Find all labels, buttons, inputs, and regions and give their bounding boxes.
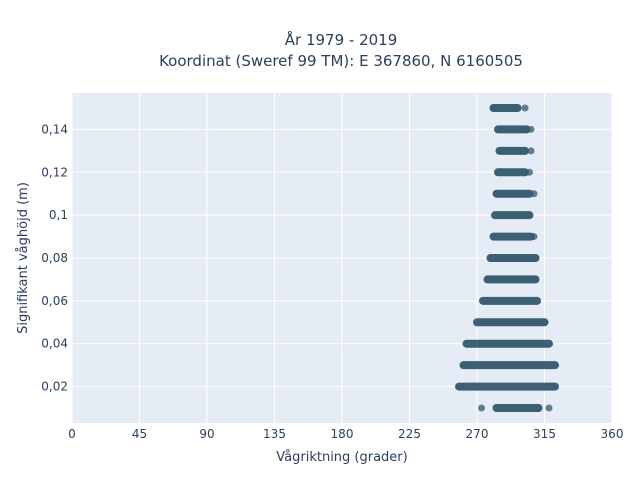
outlier-point-14-0 — [521, 104, 529, 112]
x-tick-label-0: 0 — [68, 427, 76, 441]
x-tick-label-1: 45 — [132, 427, 147, 441]
outlier-point-10-0 — [530, 190, 538, 198]
y-tick-label-4: 0,1 — [49, 208, 68, 222]
x-tick-label-5: 225 — [398, 427, 421, 441]
x-tick-label-7: 315 — [533, 427, 556, 441]
x-axis-title: Vågriktning (grader) — [276, 450, 407, 465]
outlier-point-8-0 — [530, 233, 538, 241]
y-axis-title: Signifikant våghöjd (m) — [16, 182, 31, 334]
y-tick-labels: 0,02 0,04 0,06 0,08 0,1 0,12 0,14 — [41, 122, 68, 393]
x-tick-label-8: 360 — [601, 427, 624, 441]
x-tick-label-2: 90 — [199, 427, 214, 441]
x-tick-label-4: 180 — [331, 427, 354, 441]
outlier-point-13-0 — [527, 125, 535, 133]
y-tick-label-6: 0,14 — [41, 122, 68, 136]
chart-title-line2: Koordinat (Sweref 99 TM): E 367860, N 61… — [159, 52, 523, 70]
data-points — [455, 104, 559, 412]
x-tick-label-6: 270 — [466, 427, 489, 441]
x-tick-label-3: 135 — [263, 427, 286, 441]
y-tick-label-0: 0,02 — [41, 380, 68, 394]
x-tick-labels: 0 45 90 135 180 225 270 315 360 — [68, 427, 623, 441]
outlier-point-0-1 — [545, 404, 553, 412]
y-tick-label-3: 0,08 — [41, 251, 68, 265]
outlier-point-12-0 — [527, 147, 535, 155]
outlier-point-0-0 — [478, 404, 485, 412]
y-tick-label-2: 0,06 — [41, 294, 68, 308]
outlier-point-11-0 — [526, 168, 533, 176]
chart-title-line1: År 1979 - 2019 — [285, 30, 398, 49]
y-tick-label-5: 0,12 — [41, 165, 68, 179]
y-tick-label-1: 0,04 — [41, 337, 68, 351]
